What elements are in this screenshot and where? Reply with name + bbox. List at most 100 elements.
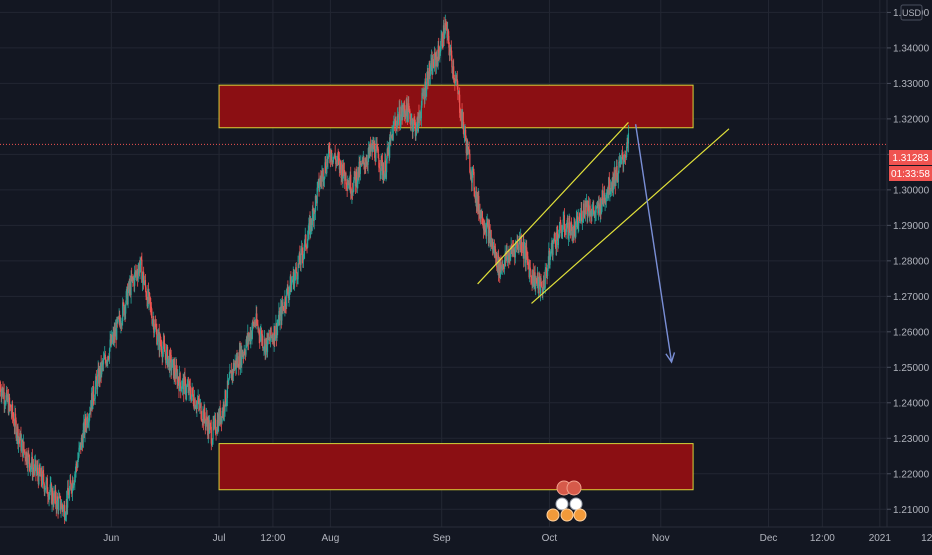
dividend-icon[interactable] [546,508,560,522]
candle-body [584,200,586,215]
candle-body [226,380,229,399]
candle-body [443,25,445,39]
candle-body [277,322,279,325]
candle-body [88,415,90,423]
candle [132,273,134,287]
candle-body [550,252,552,255]
candle-body [527,262,530,266]
support-zone[interactable] [218,443,694,491]
event-count-icon[interactable] [569,497,583,511]
channel-lower-line[interactable] [531,128,730,304]
candle-body [570,222,572,236]
candle-body [84,417,86,435]
candle-body [529,267,531,278]
candle-body [545,267,548,273]
candle-body [581,210,583,223]
candle-body [620,157,622,163]
candle-body [436,56,438,60]
candle [468,141,470,155]
dividend-icon[interactable] [573,508,587,522]
candle-body [180,388,182,392]
candle-body [276,326,278,338]
candle-body [330,150,333,161]
currency-badge[interactable]: USD [900,4,923,21]
candle-body [561,231,563,237]
candle [474,187,476,198]
candle [258,327,260,344]
time-tick-label: 12:00 [921,533,932,544]
candle-body [46,478,48,494]
dividend-icon[interactable] [560,508,574,522]
candle-body [379,168,381,173]
arrow-head [665,352,676,364]
candle-body [439,49,442,53]
candle-body [337,155,339,158]
candle-body [132,276,134,280]
candle [10,404,12,412]
price-axis[interactable]: 1.350001.340001.330001.320001.310001.300… [887,8,930,516]
candle-body [606,193,608,195]
candle-body [70,480,72,484]
event-markers[interactable] [546,480,587,522]
candle-body [295,267,297,273]
candle-body [591,210,594,212]
candle-body [305,234,307,248]
candle-body [354,171,356,177]
candle-body [594,212,596,217]
candle-body [279,312,281,325]
channel-upper-line[interactable] [477,122,629,285]
candle [378,154,380,173]
candle-body [274,326,276,341]
candle-body [13,418,15,426]
candle-body [377,148,379,159]
candle [359,155,361,181]
candle-body [79,446,81,448]
candle-body [514,243,516,258]
candle [281,295,284,314]
candle [605,189,607,208]
candle-body [44,489,46,492]
candle [229,363,231,379]
candle-body [320,177,322,180]
candle [624,150,627,165]
candle-body [615,180,617,186]
candle-body [16,435,18,438]
forecast-arrow[interactable] [634,124,676,364]
candle [148,288,150,311]
candle-body [381,160,384,176]
candle-body [450,47,452,56]
candle-body [67,487,69,495]
candle [575,219,577,239]
resistance-zone[interactable] [218,84,694,129]
candle [337,148,339,166]
candle-body [549,254,551,265]
candle [540,274,542,287]
candle-body [69,480,71,490]
candle-body [597,202,600,214]
candle-body [318,179,320,191]
candle-body [145,287,147,297]
event-flag-icon[interactable] [566,480,582,496]
candle-body [518,242,520,251]
candle-body [488,226,491,230]
candle-body [575,222,577,237]
price-tick-label: 1.22000 [893,469,930,480]
candle-body [465,129,467,140]
event-count-icon[interactable] [555,497,569,511]
time-axis[interactable]: Jun Jul 12:00 Aug Sep Oct Nov Dec 12:00 2021 12:00 [103,533,932,544]
candle [49,476,51,496]
candle-body [556,231,558,234]
candle-body [27,453,29,468]
candle-body [454,79,457,83]
candle [557,229,560,249]
candle-body [119,315,121,322]
candle-body [44,488,47,490]
candle-body [430,60,432,72]
candle [291,275,293,285]
candle [587,196,589,212]
candle-body [125,304,127,314]
candle-body [108,358,110,360]
candle-body [108,348,111,359]
